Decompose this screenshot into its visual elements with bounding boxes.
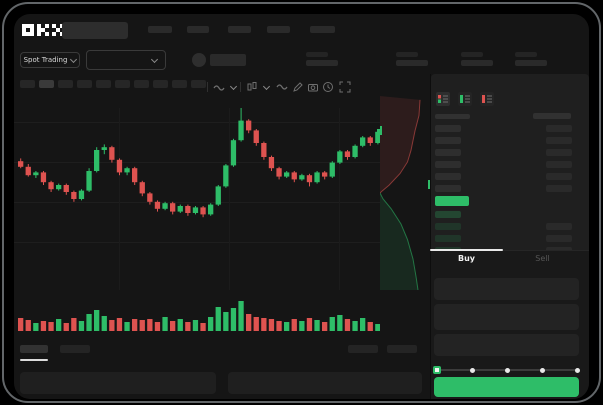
depth-chart[interactable] [380,96,430,290]
pair-name-placeholder [210,54,246,66]
market-type-label: Spot Trading [23,56,68,64]
order-book-header-amount [533,113,571,119]
bottom-panel-right[interactable] [228,372,422,394]
book-combined-icon[interactable] [436,92,450,106]
toolbar-divider [240,82,241,92]
slider-stop-dot[interactable] [574,367,580,373]
order-book-ask-amount[interactable] [546,137,572,144]
bottom-panel-left[interactable] [20,372,216,394]
chevron-down-icon[interactable] [226,80,240,94]
line-style-icon[interactable] [212,80,226,94]
nav-item[interactable] [228,26,251,33]
ticker-stat-label [515,52,537,57]
chevron-down-icon [150,55,159,63]
order-book-ask-price[interactable] [435,161,461,168]
pair-coin-icon [192,53,206,67]
market-type-dropdown[interactable]: Spot Trading [20,52,80,68]
ticker-stat-value [306,60,338,66]
nav-item[interactable] [310,26,335,33]
nav-item[interactable] [187,26,209,33]
bottom-action-button[interactable] [387,345,417,353]
order-book-ask-amount[interactable] [546,125,572,132]
nav-item[interactable] [148,26,172,33]
timeframe-button[interactable] [58,80,73,88]
order-book-ask-price[interactable] [435,137,461,144]
ticker-stat-label [396,52,418,57]
nav-item[interactable] [267,26,290,33]
tab-sell[interactable]: Sell [535,254,550,263]
timeframe-button[interactable] [115,80,130,88]
okx-trading-app: Spot Trading [14,14,589,399]
ticker-stat-value [515,60,547,66]
bottom-tab-open-orders[interactable] [20,345,48,353]
timeframe-button[interactable] [153,80,168,88]
timeframe-button[interactable] [20,80,35,88]
order-book-panel [431,74,589,254]
slider-stop-dot[interactable] [539,367,545,373]
ticker-stat-value [396,60,428,66]
chevron-down-icon [70,55,78,63]
order-book-last-price[interactable] [435,196,469,206]
bottom-tab-indicator [20,359,48,361]
chevron-down-icon[interactable] [259,80,273,94]
timeframe-button[interactable] [77,80,92,88]
candlestick-chart[interactable] [14,96,380,290]
draw-pencil-icon[interactable] [291,80,305,94]
camera-icon[interactable] [306,80,320,94]
order-book-bid-price[interactable] [435,223,461,230]
search-input[interactable] [62,22,128,39]
pair-selector-dropdown[interactable] [86,50,166,70]
tab-buy[interactable]: Buy [457,254,475,263]
order-book-header-price [435,114,470,119]
order-book-ask-price[interactable] [435,185,461,192]
order-book-bid-price[interactable] [435,211,461,218]
order-book-ask-price[interactable] [435,125,461,132]
order-book-ask-price[interactable] [435,173,461,180]
timeframe-button[interactable] [134,80,149,88]
order-book-bid-price[interactable] [435,235,461,242]
order-book-ask-price[interactable] [435,149,461,156]
timeframe-button[interactable] [172,80,187,88]
buy-tab-indicator [430,249,503,251]
order-price-field[interactable] [434,278,579,300]
bottom-tab-order-history[interactable] [60,345,90,353]
fullscreen-expand-icon[interactable] [338,80,352,94]
timeframe-button[interactable] [39,80,54,88]
amount-slider[interactable] [433,363,580,377]
panel-divider [430,74,431,399]
ticker-stat-value [461,60,493,66]
buy-button[interactable] [434,377,579,397]
order-book-ask-amount[interactable] [546,185,572,192]
history-clock-icon[interactable] [321,80,335,94]
chart-type-icon[interactable] [245,80,259,94]
book-asks-icon[interactable] [480,92,494,106]
slider-stop-dot[interactable] [469,367,475,373]
order-book-bid-amount[interactable] [546,223,572,230]
slider-handle[interactable] [433,366,441,374]
order-amount-field[interactable] [434,304,579,330]
order-total-field[interactable] [434,334,579,356]
indicator-wave-icon[interactable] [275,80,289,94]
okx-logo [22,24,64,36]
ticker-stat-label [306,52,328,57]
order-book-ask-amount[interactable] [546,173,572,180]
bottom-action-button[interactable] [348,345,378,353]
order-book-ask-amount[interactable] [546,161,572,168]
order-book-bid-amount[interactable] [546,235,572,242]
volume-chart[interactable] [14,298,380,331]
timeframe-button[interactable] [96,80,111,88]
slider-stop-dot[interactable] [504,367,510,373]
toolbar-divider [207,82,208,92]
ticker-stat-label [461,52,483,57]
book-bids-icon[interactable] [458,92,472,106]
timeframe-button[interactable] [191,80,206,88]
order-book-ask-amount[interactable] [546,149,572,156]
